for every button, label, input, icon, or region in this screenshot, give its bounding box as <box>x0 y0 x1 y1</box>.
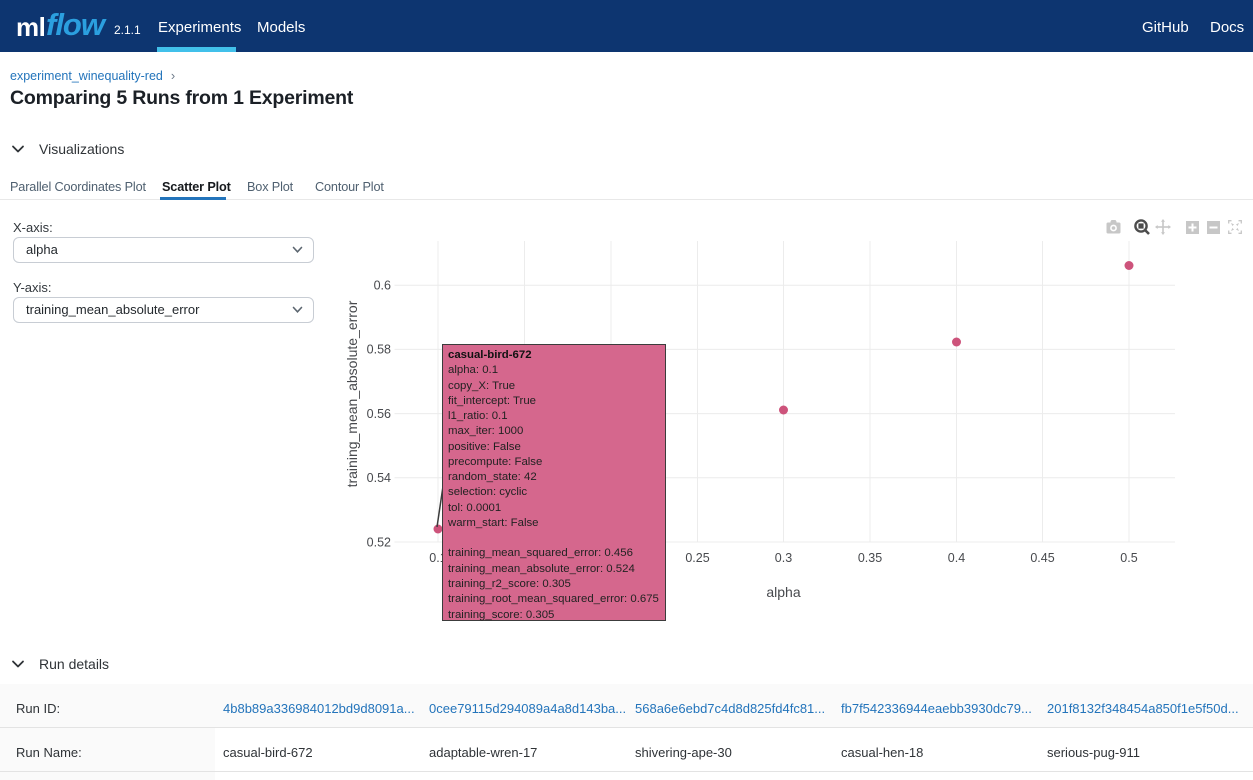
svg-text:0.35: 0.35 <box>858 551 882 565</box>
svg-text:0.25: 0.25 <box>685 551 709 565</box>
svg-text:0.6: 0.6 <box>374 279 391 293</box>
svg-text:training_mean_absolute_error: training_mean_absolute_error <box>344 300 360 487</box>
svg-text:0.45: 0.45 <box>1030 551 1054 565</box>
svg-text:alpha: alpha <box>766 584 800 600</box>
svg-text:0.58: 0.58 <box>367 343 391 357</box>
svg-text:0.4: 0.4 <box>948 551 965 565</box>
svg-text:0.56: 0.56 <box>367 407 391 421</box>
svg-text:0.5: 0.5 <box>1120 551 1137 565</box>
svg-text:0.3: 0.3 <box>775 551 792 565</box>
svg-text:0.54: 0.54 <box>367 471 391 485</box>
svg-text:0.52: 0.52 <box>367 535 391 549</box>
